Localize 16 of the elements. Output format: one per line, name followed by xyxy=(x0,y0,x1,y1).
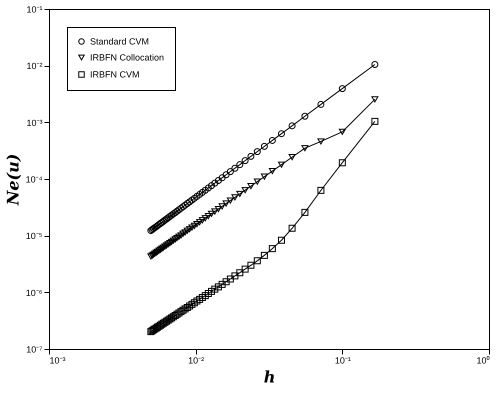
x-axis-title: h xyxy=(264,368,276,386)
x-tick-label: 10⁰ xyxy=(476,356,490,366)
x-tick-label: 10⁻² xyxy=(188,356,204,366)
y-tick-label: 10⁻² xyxy=(26,61,42,72)
legend-label: IRBFN CVM xyxy=(90,70,140,80)
legend-label: IRBFN Collocation xyxy=(90,52,164,62)
y-tick-label: 10⁻⁶ xyxy=(26,288,43,298)
y-tick-label: 10⁻⁴ xyxy=(26,174,43,184)
legend-label: Standard CVM xyxy=(90,36,150,46)
y-tick-label: 10⁻³ xyxy=(26,118,42,128)
y-tick-label: 10⁻⁷ xyxy=(26,344,42,354)
y-axis-title: Ne(u) xyxy=(4,154,23,206)
x-tick-label: 10⁻¹ xyxy=(334,356,351,366)
y-tick-label: 10⁻⁵ xyxy=(26,231,43,242)
x-tick-label: 10⁻³ xyxy=(50,356,66,366)
y-tick-label: 10⁻¹ xyxy=(26,4,42,14)
